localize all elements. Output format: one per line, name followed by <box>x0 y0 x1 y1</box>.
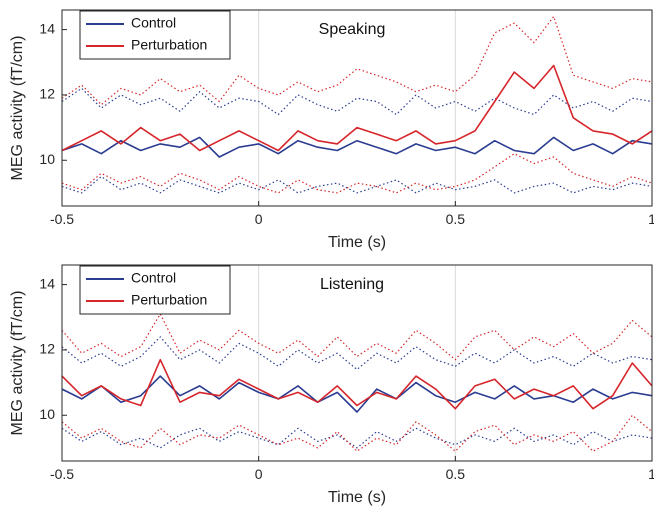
x-tick-label: 1 <box>648 466 654 482</box>
listening-y-axis-label: MEG activity (fT/cm) <box>9 291 26 436</box>
y-tick-label: 10 <box>39 151 55 167</box>
x-tick-label: -0.5 <box>50 466 74 482</box>
perturbation-line <box>61 358 653 410</box>
legend-label-perturbation: Perturbation <box>131 37 207 53</box>
speaking-x-ticks: -0.5 0 0.5 1 <box>50 211 654 227</box>
listening-series-layer <box>61 313 653 452</box>
legend-box <box>79 265 231 315</box>
y-tick-label: 12 <box>39 86 55 102</box>
speaking-legend: Control Perturbation <box>79 10 231 60</box>
listening-panel: 10 12 14 -0.5 0 0.5 1 Time (s) MEG activ… <box>9 264 654 506</box>
y-tick-label: 14 <box>39 20 55 36</box>
legend-label-control: Control <box>131 270 176 286</box>
bound-line-5 <box>61 414 653 452</box>
legend-box <box>79 10 231 60</box>
listening-x-axis-label: Time (s) <box>328 489 386 506</box>
x-tick-label: 0.5 <box>446 466 466 482</box>
legend-label-control: Control <box>131 15 176 31</box>
speaking-series-layer <box>61 15 653 194</box>
x-tick-label: 0 <box>255 211 263 227</box>
speaking-y-ticks: 10 12 14 <box>39 20 55 167</box>
y-tick-label: 12 <box>39 341 55 357</box>
listening-axes-box <box>61 264 653 462</box>
x-tick-label: -0.5 <box>50 211 74 227</box>
bound-line-2 <box>61 336 653 371</box>
x-tick-label: 0.5 <box>446 211 466 227</box>
y-tick-label: 10 <box>39 406 55 422</box>
x-tick-label: 0 <box>255 466 263 482</box>
bound-line-5 <box>61 153 653 194</box>
listening-x-ticks: -0.5 0 0.5 1 <box>50 466 654 482</box>
listening-panel-title: Listening <box>320 276 384 293</box>
y-tick-label: 14 <box>39 275 55 291</box>
speaking-x-axis-label: Time (s) <box>328 234 386 251</box>
perturbation-line <box>61 64 653 152</box>
speaking-y-axis-label: MEG activity (fT/cm) <box>9 36 26 181</box>
legend-label-perturbation: Perturbation <box>131 292 207 308</box>
listening-y-ticks: 10 12 14 <box>39 275 55 422</box>
x-tick-label: 1 <box>648 211 654 227</box>
bound-line-3 <box>61 176 653 194</box>
speaking-panel: 10 12 14 -0.5 0 0.5 1 Time (s) MEG activ… <box>9 9 654 251</box>
bound-line-4 <box>61 313 653 361</box>
speaking-axes-box <box>61 9 653 207</box>
listening-legend: Control Perturbation <box>79 265 231 315</box>
speaking-panel-title: Speaking <box>319 21 386 38</box>
bound-line-3 <box>61 427 653 449</box>
control-line <box>61 136 653 158</box>
